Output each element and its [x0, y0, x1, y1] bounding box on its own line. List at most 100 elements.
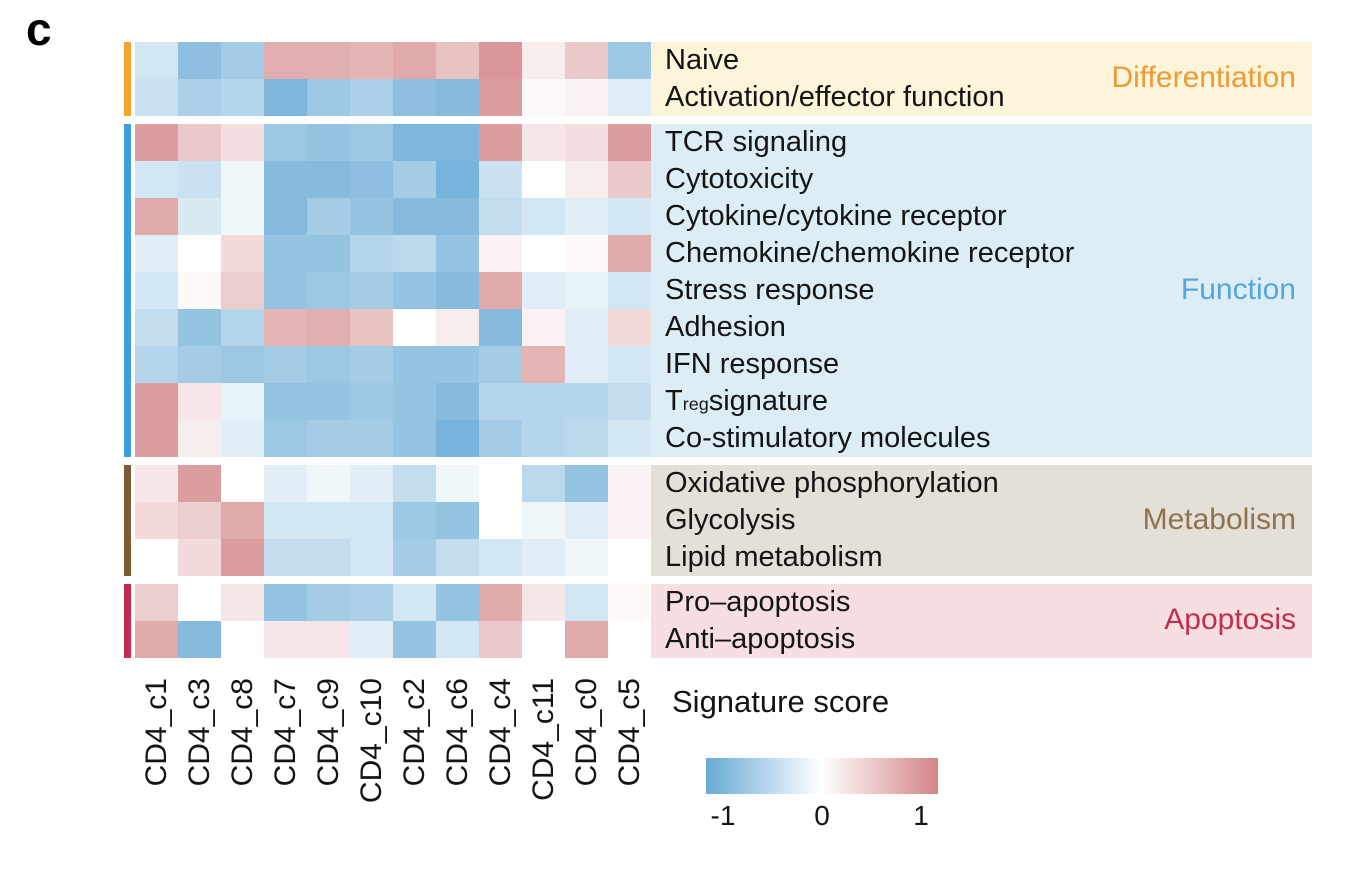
heatmap-cell — [350, 346, 393, 383]
heatmap-cell — [221, 584, 264, 621]
heatmap-cell — [178, 383, 221, 420]
heatmap-cell — [307, 465, 350, 502]
heatmap-cell — [135, 346, 178, 383]
heatmap-cell — [608, 235, 651, 272]
heatmap-cell — [178, 79, 221, 116]
heatmap-cell — [522, 346, 565, 383]
heatmap-cell — [264, 235, 307, 272]
row-label: Co-stimulatory molecules — [665, 422, 991, 454]
heatmap-cell — [350, 124, 393, 161]
heatmap-cell — [350, 198, 393, 235]
heatmap-cell — [307, 42, 350, 79]
heatmap-cell — [393, 272, 436, 309]
heatmap-cell — [221, 309, 264, 346]
column-label: CD4_c10 — [354, 678, 388, 804]
heatmap-cell — [178, 272, 221, 309]
heatmap-cell — [522, 539, 565, 576]
group-label-apoptosis: Apoptosis — [1164, 603, 1296, 636]
heatmap-cell — [436, 465, 479, 502]
heatmap-cell — [393, 235, 436, 272]
heatmap-cell — [135, 198, 178, 235]
heatmap-cell — [522, 42, 565, 79]
heatmap-cell — [135, 539, 178, 576]
heatmap-cell — [264, 465, 307, 502]
heatmap-cell — [565, 621, 608, 658]
heatmap-cell — [608, 465, 651, 502]
heatmap-cell — [135, 502, 178, 539]
heatmap-cell — [350, 465, 393, 502]
heatmap-cell — [565, 79, 608, 116]
heatmap-cell — [436, 420, 479, 457]
column-label: CD4_c6 — [440, 678, 474, 787]
heatmap-cell — [608, 346, 651, 383]
heatmap-cell — [178, 309, 221, 346]
heatmap-cell — [178, 621, 221, 658]
heatmap-cell — [307, 79, 350, 116]
column-label: CD4_c9 — [311, 678, 345, 787]
group-color-bar-metabolism — [124, 465, 131, 576]
heatmap-cell — [135, 465, 178, 502]
heatmap-cell — [178, 161, 221, 198]
heatmap-cell — [522, 198, 565, 235]
heatmap-cell — [264, 198, 307, 235]
heatmap-cell — [135, 383, 178, 420]
heatmap-cell — [135, 161, 178, 198]
heatmap-cell — [436, 272, 479, 309]
heatmap-cell — [221, 420, 264, 457]
heatmap-cell — [565, 161, 608, 198]
heatmap-cell — [522, 124, 565, 161]
heatmap-cell — [393, 420, 436, 457]
heatmap-cell — [565, 235, 608, 272]
heatmap-cell — [264, 42, 307, 79]
heatmap-cell — [178, 502, 221, 539]
heatmap-cell — [264, 309, 307, 346]
heatmap-cell — [393, 465, 436, 502]
heatmap-cell — [393, 621, 436, 658]
row-label: Anti–apoptosis — [665, 623, 856, 655]
row-label: Chemokine/chemokine receptor — [665, 237, 1075, 269]
group-panel-differentiation — [651, 42, 1312, 116]
heatmap-cell — [479, 309, 522, 346]
heatmap-cell — [436, 383, 479, 420]
heatmap-cell — [436, 198, 479, 235]
row-label: Adhesion — [665, 311, 786, 343]
column-label: CD4_c0 — [569, 678, 603, 787]
heatmap-cell — [608, 383, 651, 420]
column-label: CD4_c1 — [139, 678, 173, 787]
heatmap-cell — [522, 420, 565, 457]
heatmap-cell — [436, 309, 479, 346]
heatmap-cell — [393, 79, 436, 116]
heatmap-cell — [479, 272, 522, 309]
heatmap-cell — [479, 346, 522, 383]
heatmap-cell — [565, 309, 608, 346]
heatmap-cell — [565, 539, 608, 576]
heatmap-cell — [264, 584, 307, 621]
heatmap-cell — [608, 79, 651, 116]
heatmap-cell — [479, 383, 522, 420]
colorbar-tick-zero: 0 — [814, 800, 830, 831]
heatmap-cell — [307, 621, 350, 658]
heatmap-cell — [350, 420, 393, 457]
heatmap-cell — [393, 124, 436, 161]
heatmap-cell — [608, 621, 651, 658]
heatmap-cell — [135, 235, 178, 272]
heatmap-cell — [221, 272, 264, 309]
heatmap-cell — [264, 346, 307, 383]
heatmap-cell — [307, 198, 350, 235]
heatmap-cell — [522, 272, 565, 309]
heatmap-cell — [436, 79, 479, 116]
heatmap-cell — [264, 420, 307, 457]
heatmap-cell — [307, 124, 350, 161]
heatmap-cell — [479, 42, 522, 79]
heatmap-cell — [221, 383, 264, 420]
heatmap-cell — [135, 309, 178, 346]
row-label: Glycolysis — [665, 504, 796, 536]
heatmap-cell — [522, 584, 565, 621]
heatmap-cell — [479, 235, 522, 272]
column-label: CD4_c8 — [225, 678, 259, 787]
heatmap-cell — [608, 584, 651, 621]
group-label-function: Function — [1180, 272, 1296, 306]
heatmap-cell — [178, 539, 221, 576]
heatmap-cell — [178, 124, 221, 161]
heatmap-cell — [221, 79, 264, 116]
